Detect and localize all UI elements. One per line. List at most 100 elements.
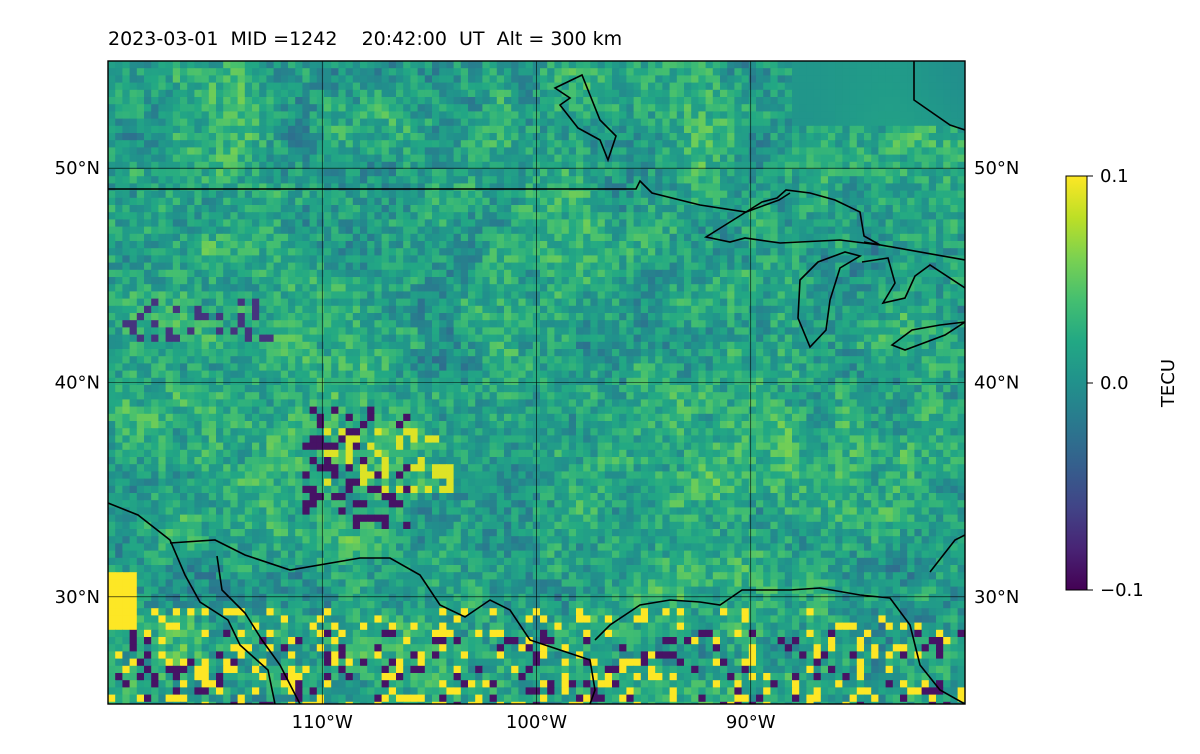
heatmap-cell [943, 205, 951, 213]
heatmap-cell [439, 75, 447, 84]
heatmap-cell [626, 341, 635, 350]
heatmap-cell [576, 169, 584, 177]
heatmap-cell [360, 140, 368, 148]
heatmap-cell [216, 147, 224, 156]
heatmap-cell [583, 320, 591, 328]
heatmap-cell [295, 212, 303, 220]
heatmap-cell [338, 313, 347, 321]
heatmap-cell [943, 298, 951, 307]
heatmap-cell [367, 89, 375, 98]
heatmap-cell [180, 82, 188, 91]
heatmap-cell [604, 197, 613, 206]
heatmap-cell [928, 205, 937, 213]
heatmap-cell [338, 97, 347, 105]
heatmap-cell [734, 248, 743, 256]
heatmap-cell [158, 349, 167, 357]
heatmap-cell [115, 133, 123, 141]
heatmap-cell [576, 97, 584, 105]
heatmap-cell [705, 341, 714, 350]
heatmap-cell [518, 190, 527, 199]
heatmap-cell [705, 147, 714, 156]
heatmap-cell [590, 334, 599, 343]
heatmap-cell [849, 349, 858, 357]
heatmap-cell [223, 320, 231, 328]
heatmap-cell [115, 125, 123, 134]
heatmap-cell [331, 82, 339, 91]
heatmap-cell [597, 205, 606, 213]
heatmap-cell [388, 334, 397, 343]
heatmap-cell [576, 226, 584, 235]
heatmap-cell [252, 68, 260, 76]
heatmap-cell [900, 97, 908, 105]
heatmap-cell [799, 133, 807, 141]
heatmap-cell [957, 190, 965, 199]
heatmap-cell [158, 169, 167, 177]
heatmap-cell [835, 269, 843, 278]
heatmap-cell [950, 291, 959, 300]
heatmap-cell [122, 82, 131, 91]
heatmap-cell [439, 349, 447, 357]
heatmap-cell [259, 313, 267, 321]
heatmap-cell [892, 61, 901, 69]
heatmap-cell [604, 68, 613, 76]
heatmap-cell [943, 61, 951, 69]
heatmap-cell [115, 140, 123, 148]
heatmap-cell [511, 341, 519, 350]
heatmap-cell [676, 154, 685, 163]
heatmap-cell [684, 82, 692, 91]
heatmap-cell [957, 161, 965, 170]
heatmap-cell [669, 68, 678, 76]
heatmap-cell [691, 334, 699, 343]
heatmap-cell [777, 169, 786, 177]
heatmap-cell [244, 277, 253, 285]
heatmap-cell [345, 118, 354, 127]
heatmap-cell [172, 190, 181, 199]
heatmap-cell [288, 118, 296, 127]
heatmap-cell [165, 104, 174, 112]
heatmap-cell [511, 248, 519, 256]
heatmap-cell [266, 82, 275, 91]
heatmap-cell [446, 320, 455, 328]
heatmap-cell [439, 61, 447, 69]
heatmap-cell [936, 349, 944, 357]
heatmap-cell [921, 219, 930, 228]
heatmap-cell [172, 248, 181, 256]
heatmap-cell [410, 255, 419, 264]
heatmap-cell [799, 68, 807, 76]
heatmap-cell [259, 305, 267, 314]
heatmap-cell [964, 262, 965, 271]
heatmap-cell [662, 68, 671, 76]
heatmap-cell [813, 241, 822, 249]
heatmap-cell [504, 248, 512, 256]
heatmap-cell [489, 269, 498, 278]
heatmap-cell [676, 284, 685, 292]
heatmap-cell [381, 104, 390, 112]
heatmap-cell [936, 226, 944, 235]
heatmap-cell [806, 89, 815, 98]
heatmap-cell [259, 226, 267, 235]
heatmap-cell [777, 61, 786, 69]
heatmap-cell [424, 140, 433, 148]
heatmap-cell [259, 104, 267, 112]
heatmap-cell [237, 327, 246, 336]
heatmap-cell [259, 327, 267, 336]
heatmap-cell [698, 313, 707, 321]
heatmap-cell [583, 226, 591, 235]
heatmap-cell [864, 262, 872, 271]
heatmap-cell [763, 176, 771, 184]
heatmap-cell [403, 147, 411, 156]
heatmap-cell [734, 154, 743, 163]
heatmap-cell [259, 356, 267, 364]
heatmap-cell [720, 241, 728, 249]
heatmap-cell [756, 219, 764, 228]
heatmap-cell [432, 291, 440, 300]
heatmap-cell [158, 75, 167, 84]
heatmap-cell [964, 133, 965, 141]
heatmap-cell [770, 154, 779, 163]
heatmap-cell [122, 349, 131, 357]
heatmap-cell [936, 140, 944, 148]
heatmap-cell [957, 291, 965, 300]
heatmap-cell [720, 255, 728, 264]
heatmap-cell [547, 75, 555, 84]
heatmap-cell [741, 226, 750, 235]
